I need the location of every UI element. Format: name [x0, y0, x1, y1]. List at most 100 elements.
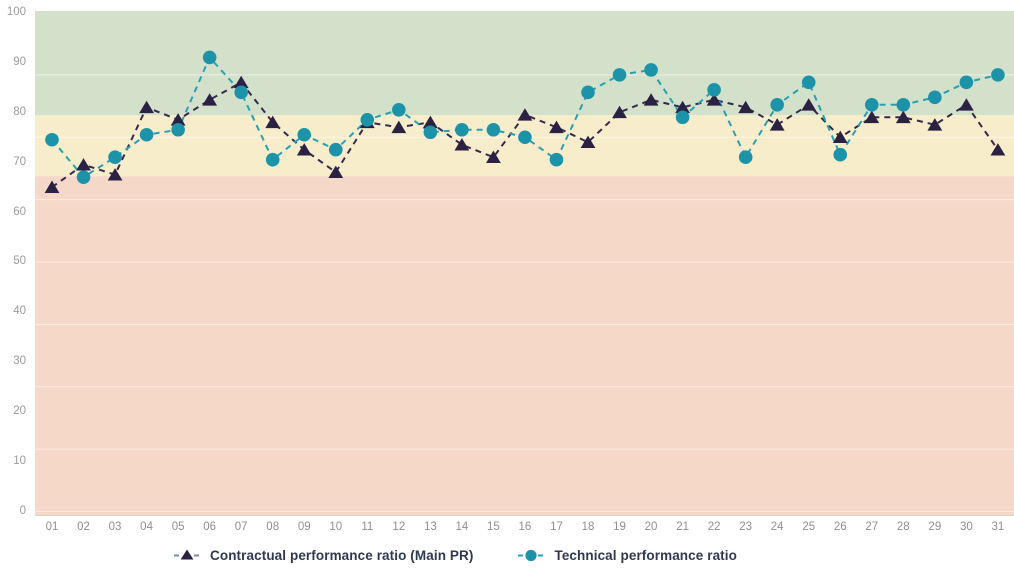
- marker-contractual-pr-day-28[interactable]: [895, 110, 911, 124]
- triangle-marker-icon: [174, 549, 201, 560]
- marker-contractual-pr-day-21[interactable]: [675, 100, 690, 114]
- x-tick-label-19: 19: [613, 521, 626, 533]
- marker-technical-pr-day-05[interactable]: [171, 122, 185, 137]
- y-tick-label-100: 100: [6, 5, 26, 18]
- x-tick-label-17: 17: [550, 521, 563, 533]
- marker-contractual-pr-day-23[interactable]: [738, 100, 754, 114]
- marker-technical-pr-day-18[interactable]: [581, 85, 595, 100]
- x-tick-label-07: 07: [234, 521, 248, 533]
- marker-contractual-pr-day-19[interactable]: [612, 105, 627, 119]
- marker-technical-pr-day-27[interactable]: [864, 98, 879, 112]
- marker-contractual-pr-day-26[interactable]: [832, 130, 848, 144]
- marker-contractual-pr-day-22[interactable]: [706, 93, 722, 106]
- marker-technical-pr-day-24[interactable]: [770, 98, 784, 112]
- x-tick-label-27: 27: [865, 521, 879, 533]
- marker-technical-pr-day-30[interactable]: [959, 75, 974, 90]
- marker-contractual-pr-day-31[interactable]: [990, 143, 1006, 156]
- marker-contractual-pr-day-08[interactable]: [265, 115, 281, 129]
- marker-technical-pr-day-25[interactable]: [801, 75, 816, 90]
- x-tick-label-21: 21: [676, 521, 689, 533]
- circle-marker-icon: [518, 549, 545, 562]
- marker-technical-pr-day-28[interactable]: [896, 98, 911, 112]
- x-tick-label-08: 08: [266, 521, 280, 533]
- marker-contractual-pr-day-13[interactable]: [422, 115, 438, 129]
- x-tick-label-10: 10: [329, 521, 343, 533]
- marker-technical-pr-day-07[interactable]: [234, 85, 248, 100]
- marker-technical-pr-day-26[interactable]: [833, 147, 848, 162]
- marker-technical-pr-day-13[interactable]: [423, 125, 438, 140]
- y-tick-label-50: 50: [13, 255, 26, 268]
- x-tick-label-23: 23: [739, 521, 753, 533]
- marker-technical-pr-day-04[interactable]: [139, 127, 154, 142]
- x-tick-label-28: 28: [896, 521, 910, 533]
- marker-technical-pr-day-29[interactable]: [928, 90, 942, 105]
- chart-legend: Contractual performance ratio (Main PR) T…: [0, 547, 962, 563]
- marker-technical-pr-day-16[interactable]: [518, 130, 532, 145]
- marker-technical-pr-day-01[interactable]: [45, 132, 59, 147]
- marker-contractual-pr-day-12[interactable]: [391, 120, 407, 134]
- marker-contractual-pr-day-16[interactable]: [517, 108, 533, 121]
- x-tick-label-29: 29: [928, 521, 942, 533]
- x-tick-label-03: 03: [108, 521, 122, 533]
- marker-contractual-pr-day-24[interactable]: [769, 118, 785, 131]
- y-tick-label-60: 60: [13, 205, 26, 218]
- legend-label-technical-pr: Technical performance ratio: [554, 547, 737, 563]
- marker-technical-pr-day-09[interactable]: [297, 127, 312, 142]
- marker-technical-pr-day-17[interactable]: [549, 152, 564, 167]
- marker-contractual-pr-day-04[interactable]: [139, 100, 154, 114]
- marker-technical-pr-day-23[interactable]: [738, 150, 753, 165]
- marker-contractual-pr-day-06[interactable]: [202, 93, 218, 106]
- marker-contractual-pr-day-17[interactable]: [549, 120, 564, 134]
- marker-technical-pr-day-21[interactable]: [675, 110, 690, 125]
- marker-technical-pr-day-11[interactable]: [360, 112, 375, 127]
- x-tick-label-20: 20: [644, 521, 658, 533]
- x-tick-label-31: 31: [991, 521, 1005, 533]
- x-tick-label-30: 30: [959, 521, 973, 533]
- legend-item-technical-pr[interactable]: Technical performance ratio: [517, 547, 737, 563]
- marker-technical-pr-day-20[interactable]: [644, 63, 658, 77]
- marker-contractual-pr-day-18[interactable]: [580, 135, 596, 149]
- marker-technical-pr-day-02[interactable]: [76, 170, 91, 184]
- marker-contractual-pr-day-25[interactable]: [801, 98, 817, 111]
- marker-contractual-pr-day-20[interactable]: [643, 93, 659, 106]
- marker-technical-pr-day-14[interactable]: [455, 122, 469, 137]
- x-tick-label-13: 13: [423, 521, 437, 533]
- x-tick-label-24: 24: [770, 521, 784, 533]
- marker-technical-pr-day-19[interactable]: [612, 68, 627, 82]
- y-tick-label-70: 70: [13, 155, 26, 168]
- marker-technical-pr-day-15[interactable]: [486, 122, 501, 137]
- x-tick-label-12: 12: [392, 521, 406, 533]
- marker-contractual-pr-day-01[interactable]: [44, 180, 60, 193]
- marker-contractual-pr-day-27[interactable]: [864, 110, 880, 124]
- marker-contractual-pr-day-03[interactable]: [107, 168, 123, 181]
- y-tick-label-0: 0: [19, 504, 26, 517]
- band-high: [35, 11, 1014, 116]
- marker-contractual-pr-day-10[interactable]: [328, 165, 344, 178]
- marker-technical-pr-day-10[interactable]: [328, 142, 343, 157]
- x-tick-label-02: 02: [77, 521, 90, 533]
- y-tick-label-10: 10: [13, 455, 26, 468]
- marker-contractual-pr-day-29[interactable]: [927, 118, 943, 131]
- x-tick-label-22: 22: [707, 521, 721, 533]
- x-tick-label-26: 26: [833, 521, 847, 533]
- marker-contractual-pr-day-14[interactable]: [454, 138, 470, 151]
- x-tick-label-16: 16: [518, 521, 532, 533]
- marker-contractual-pr-day-05[interactable]: [170, 113, 186, 126]
- marker-technical-pr-day-06[interactable]: [202, 50, 217, 65]
- y-tick-label-40: 40: [13, 305, 26, 318]
- marker-technical-pr-day-12[interactable]: [392, 103, 406, 117]
- marker-contractual-pr-day-02[interactable]: [76, 158, 91, 171]
- plot-svg: [35, 11, 1014, 516]
- marker-technical-pr-day-08[interactable]: [265, 152, 280, 167]
- legend-item-contractual-pr[interactable]: Contractual performance ratio (Main PR): [173, 547, 473, 563]
- marker-contractual-pr-day-09[interactable]: [296, 143, 312, 156]
- marker-contractual-pr-day-15[interactable]: [486, 150, 501, 164]
- marker-technical-pr-day-22[interactable]: [707, 83, 721, 97]
- x-tick-label-11: 11: [361, 521, 374, 533]
- marker-technical-pr-day-03[interactable]: [108, 150, 122, 165]
- marker-contractual-pr-day-30[interactable]: [958, 98, 974, 111]
- x-tick-label-06: 06: [203, 521, 217, 533]
- marker-technical-pr-day-31[interactable]: [991, 68, 1005, 82]
- marker-contractual-pr-day-07[interactable]: [233, 75, 249, 89]
